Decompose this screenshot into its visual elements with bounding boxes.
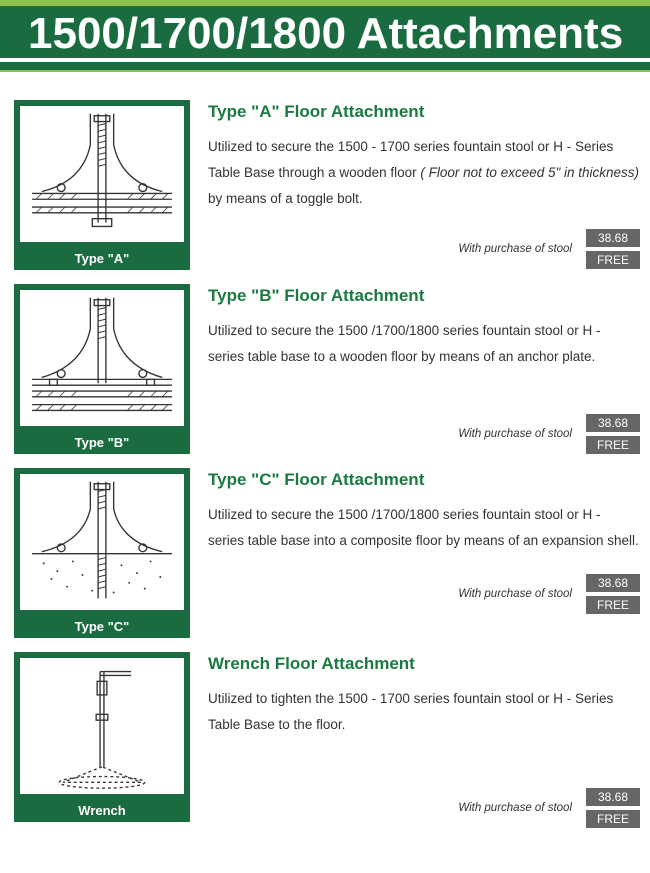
price-block: With purchase of stool 38.68 FREE bbox=[208, 574, 640, 614]
attachment-description: Utilized to secure the 1500 /1700/1800 s… bbox=[208, 502, 640, 553]
header-band: 1500/1700/1800 Attachments bbox=[0, 0, 650, 72]
attachment-title: Type "C" Floor Attachment bbox=[208, 470, 640, 490]
header-underline bbox=[0, 62, 650, 70]
price-note: With purchase of stool bbox=[458, 802, 572, 814]
diagram-type-c-icon bbox=[20, 474, 184, 610]
price-note: With purchase of stool bbox=[458, 243, 572, 255]
thumbnail-box: Type "B" bbox=[14, 284, 190, 454]
thumbnail-box: Type "C" bbox=[14, 468, 190, 638]
content-area: Type "A" Type "A" Floor Attachment Utili… bbox=[0, 72, 650, 861]
price-block: With purchase of stool 38.68 FREE bbox=[208, 788, 640, 828]
attachment-title: Wrench Floor Attachment bbox=[208, 654, 640, 674]
attachment-detail: Wrench Floor Attachment Utilized to tigh… bbox=[208, 652, 640, 827]
price-block: With purchase of stool 38.68 FREE bbox=[208, 414, 640, 454]
desc-text: Utilized to secure the 1500 /1700/1800 s… bbox=[208, 323, 600, 364]
attachment-detail: Type "C" Floor Attachment Utilized to se… bbox=[208, 468, 640, 638]
diagram-type-a-icon bbox=[20, 106, 184, 242]
desc-post: by means of a toggle bolt. bbox=[208, 191, 363, 206]
thumbnail-frame bbox=[14, 652, 190, 800]
free-tag: FREE bbox=[586, 596, 640, 614]
header-bar: 1500/1700/1800 Attachments bbox=[0, 6, 650, 62]
price-tag: 38.68 bbox=[586, 229, 640, 247]
attachment-description: Utilized to tighten the 1500 - 1700 seri… bbox=[208, 686, 640, 737]
attachment-title: Type "A" Floor Attachment bbox=[208, 102, 640, 122]
attachment-detail: Type "B" Floor Attachment Utilized to se… bbox=[208, 284, 640, 454]
attachment-detail: Type "A" Floor Attachment Utilized to se… bbox=[208, 100, 640, 270]
diagram-type-b-icon bbox=[20, 290, 184, 426]
attachment-row: Type "B" Type "B" Floor Attachment Utili… bbox=[14, 284, 640, 454]
price-note: With purchase of stool bbox=[458, 588, 572, 600]
price-tags: 38.68 FREE bbox=[586, 414, 640, 454]
attachment-description: Utilized to secure the 1500 /1700/1800 s… bbox=[208, 318, 640, 369]
price-tag: 38.68 bbox=[586, 788, 640, 806]
free-tag: FREE bbox=[586, 810, 640, 828]
thumbnail-frame bbox=[14, 468, 190, 616]
diagram-wrench-icon bbox=[20, 658, 184, 794]
thumbnail-frame bbox=[14, 100, 190, 248]
thumbnail-box: Type "A" bbox=[14, 100, 190, 270]
attachment-row: Type "C" Type "C" Floor Attachment Utili… bbox=[14, 468, 640, 638]
price-tags: 38.68 FREE bbox=[586, 229, 640, 269]
free-tag: FREE bbox=[586, 436, 640, 454]
thumbnail-caption: Wrench bbox=[14, 800, 190, 822]
page-title: 1500/1700/1800 Attachments bbox=[28, 10, 650, 58]
desc-italic: ( Floor not to exceed 5" in thickness) bbox=[420, 165, 639, 180]
price-tag: 38.68 bbox=[586, 574, 640, 592]
price-tags: 38.68 FREE bbox=[586, 788, 640, 828]
attachment-row: Type "A" Type "A" Floor Attachment Utili… bbox=[14, 100, 640, 270]
free-tag: FREE bbox=[586, 251, 640, 269]
attachment-title: Type "B" Floor Attachment bbox=[208, 286, 640, 306]
price-note: With purchase of stool bbox=[458, 428, 572, 440]
thumbnail-caption: Type "B" bbox=[14, 432, 190, 454]
price-tag: 38.68 bbox=[586, 414, 640, 432]
desc-text: Utilized to secure the 1500 /1700/1800 s… bbox=[208, 507, 639, 548]
thumbnail-frame bbox=[14, 284, 190, 432]
thumbnail-caption: Type "A" bbox=[14, 248, 190, 270]
attachment-description: Utilized to secure the 1500 - 1700 serie… bbox=[208, 134, 640, 211]
attachment-row: Wrench Wrench Floor Attachment Utilized … bbox=[14, 652, 640, 827]
price-tags: 38.68 FREE bbox=[586, 574, 640, 614]
desc-text: Utilized to tighten the 1500 - 1700 seri… bbox=[208, 691, 613, 732]
thumbnail-box: Wrench bbox=[14, 652, 190, 827]
price-block: With purchase of stool 38.68 FREE bbox=[208, 229, 640, 269]
thumbnail-caption: Type "C" bbox=[14, 616, 190, 638]
